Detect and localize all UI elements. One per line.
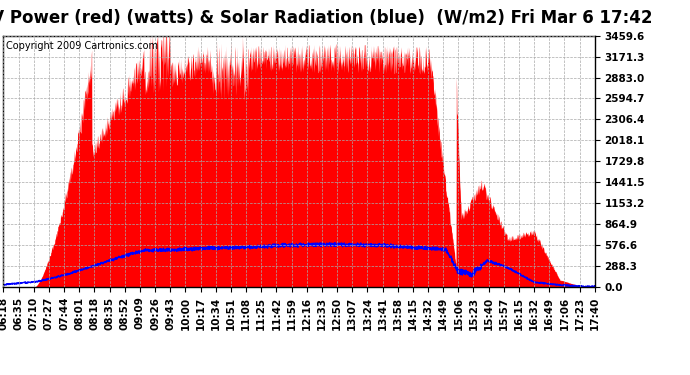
Text: Copyright 2009 Cartronics.com: Copyright 2009 Cartronics.com <box>6 40 159 51</box>
Text: Total PV Power (red) (watts) & Solar Radiation (blue)  (W/m2) Fri Mar 6 17:42: Total PV Power (red) (watts) & Solar Rad… <box>0 9 652 27</box>
